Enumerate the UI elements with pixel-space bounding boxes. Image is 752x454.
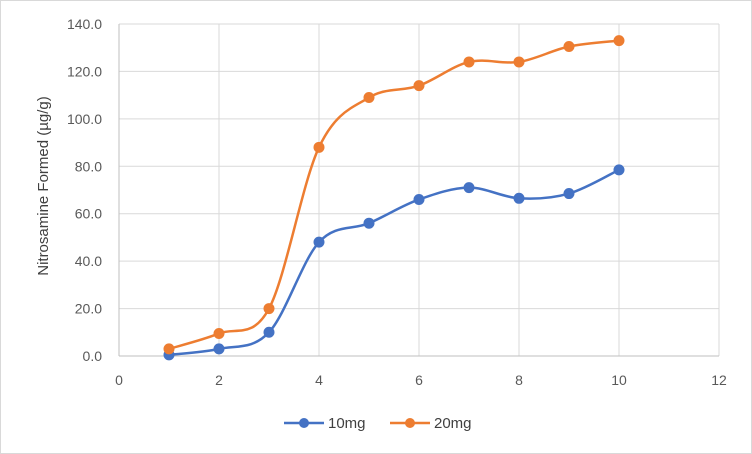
x-tick-labels: 0 2 4 6 8 10 12 — [115, 372, 727, 388]
data-point — [363, 217, 375, 229]
y-tick-label: 140.0 — [67, 16, 102, 32]
data-point — [563, 188, 575, 200]
x-tick-label: 12 — [711, 372, 727, 388]
legend-swatch-marker — [405, 418, 415, 428]
x-tick-label: 10 — [611, 372, 627, 388]
data-point — [213, 327, 225, 339]
data-point — [613, 164, 625, 176]
y-tick-label: 20.0 — [75, 301, 102, 317]
y-tick-label: 100.0 — [67, 111, 102, 127]
data-point — [613, 35, 625, 47]
legend-label: 10mg — [328, 415, 366, 432]
series-group — [163, 35, 625, 361]
y-tick-label: 60.0 — [75, 206, 102, 222]
data-point — [463, 182, 475, 194]
x-tick-label: 6 — [415, 372, 423, 388]
data-point — [363, 92, 375, 104]
data-point — [263, 326, 275, 338]
series-line-10mg — [167, 168, 621, 357]
gridlines — [119, 23, 720, 357]
data-point — [263, 303, 275, 315]
series-line-20mg — [167, 39, 621, 351]
x-tick-label: 8 — [515, 372, 523, 388]
data-point — [563, 41, 575, 53]
y-tick-label: 0.0 — [83, 348, 103, 364]
y-tick-label: 80.0 — [75, 158, 102, 174]
y-tick-labels: 0.0 20.0 40.0 60.0 80.0 100.0 120.0 140.0 — [67, 16, 102, 364]
data-point — [163, 343, 175, 355]
y-tick-label: 40.0 — [75, 253, 102, 269]
data-point — [513, 192, 525, 204]
legend-item-20mg: 20mg — [390, 415, 472, 432]
legend-label: 20mg — [434, 415, 472, 432]
x-tick-label: 4 — [315, 372, 323, 388]
x-tick-label: 0 — [115, 372, 123, 388]
legend: 10mg 20mg — [284, 415, 472, 432]
legend-item-10mg: 10mg — [284, 415, 366, 432]
axes — [118, 24, 719, 357]
data-point — [463, 56, 475, 68]
data-point — [313, 236, 325, 248]
series-20mg — [163, 35, 625, 355]
data-point — [213, 343, 225, 355]
data-point — [313, 141, 325, 153]
y-axis-title: Nitrosamine Formed (µg/g) — [35, 96, 52, 276]
data-point — [513, 56, 525, 68]
x-tick-label: 2 — [215, 372, 223, 388]
y-tick-label: 120.0 — [67, 63, 102, 79]
data-point — [413, 193, 425, 205]
series-10mg — [163, 164, 625, 361]
data-point — [413, 80, 425, 92]
legend-swatch-marker — [299, 418, 309, 428]
